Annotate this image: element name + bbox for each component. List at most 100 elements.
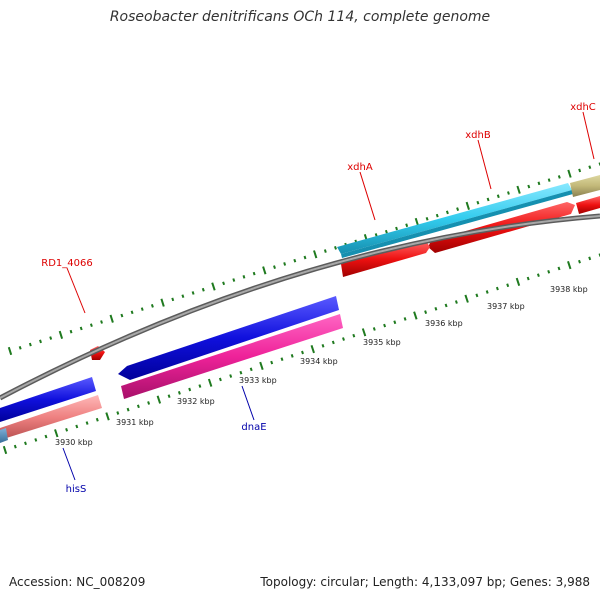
tick-label: 3930 kbp (55, 438, 93, 447)
tick-mark (361, 328, 367, 337)
tick-mark (384, 229, 388, 234)
gene-red-segment[interactable] (341, 241, 430, 277)
tick-mark (280, 357, 284, 362)
tick-mark (270, 360, 274, 365)
lower-tick-track (2, 253, 600, 455)
tick-mark (372, 327, 376, 331)
tick-label: 3934 kbp (300, 357, 338, 366)
tick-mark (252, 271, 256, 276)
gene-blue-left[interactable] (0, 377, 96, 422)
gene-label-hisS: hisS (66, 484, 87, 495)
tick-mark (516, 185, 521, 194)
gene-khaki-segment[interactable] (570, 175, 600, 197)
gene-dnaE[interactable] (121, 314, 343, 399)
tick-mark (331, 340, 335, 345)
tick-mark (177, 390, 181, 395)
tick-mark (140, 307, 144, 311)
gene-label-xdhB: xdhB (465, 130, 491, 141)
tick-mark (445, 210, 449, 215)
gene-xdhA-edge (341, 190, 573, 258)
tick-mark (156, 395, 162, 404)
tick-label: 3937 kbp (487, 302, 525, 311)
tick-mark (352, 333, 356, 338)
map-title: Roseobacter denitrificans OCh 114, compl… (109, 9, 491, 25)
tick-mark (495, 286, 499, 291)
tick-label: 3935 kbp (363, 338, 401, 347)
tick-mark (383, 323, 387, 328)
tick-mark (547, 178, 551, 182)
tick-mark (130, 310, 134, 315)
tick-mark (567, 169, 572, 178)
tick-mark (120, 313, 124, 318)
tick-mark (444, 303, 448, 308)
tick-mark (588, 256, 592, 261)
tick-mark (171, 297, 175, 302)
tick-mark (588, 165, 592, 170)
tick-mark (273, 265, 276, 270)
backbone (0, 213, 600, 401)
gene-label-xdhC: xdhC (570, 102, 596, 113)
tick-mark (413, 311, 418, 320)
tick-mark (393, 320, 397, 325)
tick-mark (109, 314, 114, 323)
tick-mark (79, 326, 83, 331)
tick-mark (334, 245, 337, 250)
leader-hisS (62, 447, 76, 481)
tick-mark (69, 329, 73, 334)
tick-mark (486, 197, 490, 202)
tick-mark (424, 310, 428, 315)
accession-text: Accession: NC_008209 (9, 575, 146, 589)
tick-mark (191, 291, 195, 295)
tick-mark (301, 350, 304, 355)
tick-mark (290, 353, 294, 358)
tick-mark (85, 421, 89, 425)
tick-mark (126, 407, 130, 412)
tick-mark (222, 281, 226, 286)
gene-steel-segment[interactable] (0, 428, 8, 443)
tick-mark (58, 330, 64, 340)
gene-hisS[interactable] (0, 395, 102, 440)
tick-mark (188, 387, 192, 392)
tick-mark (507, 191, 510, 195)
tick-mark (105, 412, 110, 421)
tick-mark (229, 374, 233, 378)
tick-mark (100, 320, 103, 324)
tick-mark (405, 223, 409, 228)
leader-xdhA (359, 171, 376, 221)
tick-mark (515, 277, 521, 287)
tick-mark (321, 343, 325, 348)
tick-mark (557, 266, 561, 271)
gene-xdhC[interactable] (576, 196, 600, 214)
tick-mark (34, 438, 38, 442)
tick-mark (414, 217, 420, 227)
leader-dnaE (241, 385, 255, 421)
gene-blue-segment[interactable] (118, 296, 339, 380)
tick-mark (160, 298, 165, 307)
reverse-strand-features (0, 296, 343, 443)
tick-mark (496, 194, 500, 199)
tick-label: 3933 kbp (239, 376, 277, 385)
tick-mark (13, 444, 17, 449)
tick-mark (150, 303, 154, 308)
tick-mark (475, 293, 479, 298)
tick-mark (54, 429, 59, 438)
tick-mark (526, 276, 530, 281)
tick-mark (434, 306, 438, 311)
tick-mark (454, 300, 458, 304)
tick-mark (323, 249, 327, 253)
tick-mark (95, 417, 99, 422)
tick-mark (89, 323, 93, 328)
gene-xdhA[interactable] (337, 183, 572, 254)
tick-mark (39, 339, 42, 344)
tick-label: 3931 kbp (116, 418, 154, 427)
tick-mark (456, 207, 460, 212)
position-labels: 3930 kbp 3931 kbp 3932 kbp 3933 kbp 3934… (55, 285, 588, 447)
tick-mark (425, 216, 429, 221)
tick-mark (578, 168, 582, 173)
tick-label: 3938 kbp (550, 285, 588, 294)
tick-mark (249, 367, 253, 372)
tick-mark (201, 287, 205, 292)
tick-mark (283, 262, 287, 266)
tick-mark (218, 377, 222, 382)
